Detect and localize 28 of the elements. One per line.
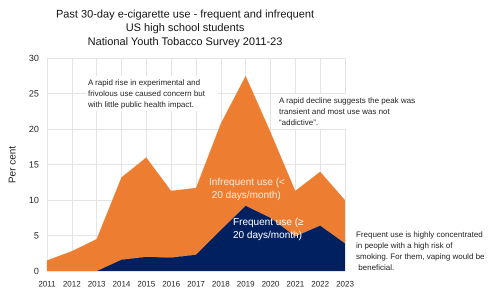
x-tick-label: 2019 [236,280,256,288]
series-label: Infrequent use (< 20 days/month) [209,177,286,201]
annotation: A rapid decline suggests the peak was transient and most use was not “addictive”. [279,96,418,127]
x-tick-label: 2012 [62,280,82,288]
y-tick-label: 20 [28,124,39,134]
x-tick-label: 2021 [286,280,305,288]
x-tick-label: 2022 [311,280,330,288]
y-tick-label: 30 [28,53,39,63]
y-tick-label: 25 [28,88,39,98]
x-tick-label: 2016 [162,280,181,288]
x-tick-label: 2023 [336,280,354,288]
series-label: Frequent use (≥ 20 days/month) [233,217,306,241]
chart-title: Past 30-day e-cigarette use - frequent and infrequent [56,8,314,20]
y-tick-label: 0 [34,266,39,276]
y-tick-label: 10 [28,195,39,205]
x-tick-label: 2011 [38,280,56,288]
x-tick-label: 2013 [88,280,106,288]
y-tick-label: 15 [28,160,39,170]
x-tick-label: 2015 [137,280,156,288]
x-tick-label: 2018 [212,280,230,288]
x-tick-label: 2017 [187,280,206,288]
text: Frequent use is highly concentrated in people with a high risk of smoking. For them, vaping would be beneficial. [356,230,486,272]
y-tick-label: 5 [34,230,39,240]
chart-subtitle: US high school students National Youth Tobacco Survey 2011-23 [88,22,282,48]
y-axis-title: Per cent [8,146,18,184]
annotation: A rapid rise in experimental and frivolous use caused concern but with little public health impact. [87,78,208,109]
x-tick-label: 2014 [112,280,131,288]
x-tick-label: 2020 [262,280,280,288]
